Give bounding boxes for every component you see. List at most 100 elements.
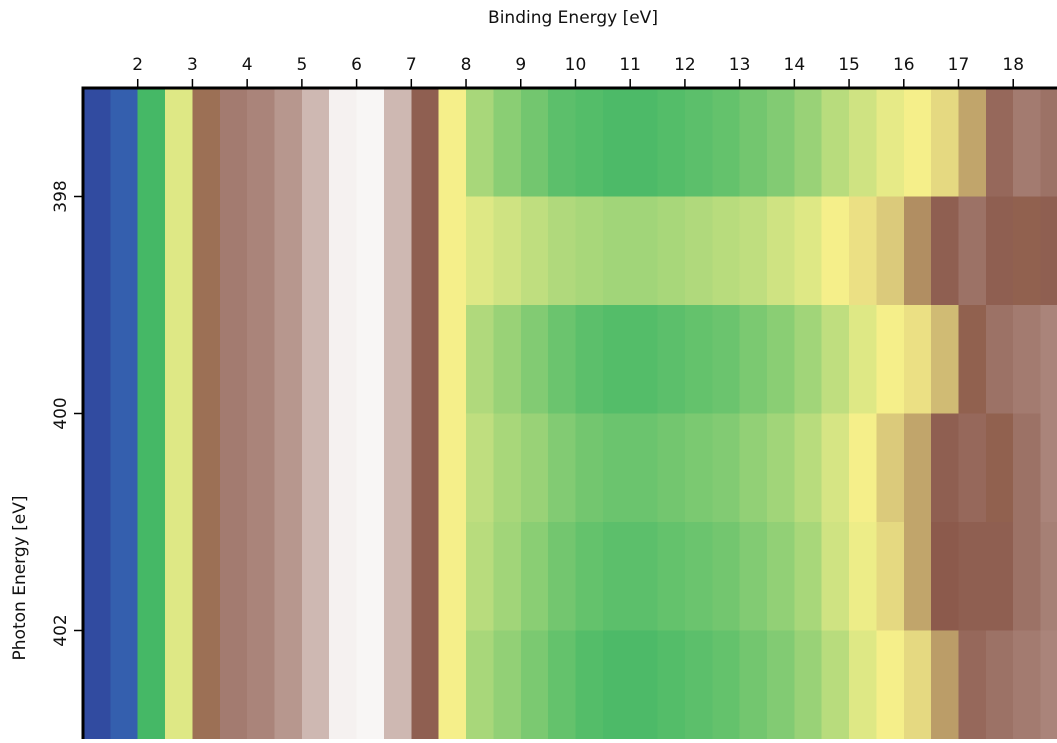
heatmap-cell bbox=[630, 88, 659, 198]
heatmap-cell bbox=[493, 413, 522, 523]
heatmap-cell bbox=[548, 196, 577, 306]
heatmap-cell bbox=[548, 413, 577, 523]
heatmap-cell bbox=[931, 630, 960, 739]
heatmap-cell bbox=[110, 413, 139, 523]
heatmap-cell bbox=[602, 522, 631, 632]
heatmap-cell bbox=[438, 522, 467, 632]
heatmap-cell bbox=[684, 630, 713, 739]
heatmap-cell bbox=[876, 305, 905, 415]
x-tick-label: 3 bbox=[187, 55, 198, 75]
heatmap-cell bbox=[849, 522, 878, 632]
heatmap-cell bbox=[712, 413, 741, 523]
x-tick-label: 18 bbox=[1002, 55, 1024, 75]
heatmap-cell bbox=[438, 305, 467, 415]
heatmap-cell bbox=[438, 413, 467, 523]
heatmap-cell bbox=[657, 305, 686, 415]
heatmap-cell bbox=[985, 413, 1014, 523]
heatmap-cell bbox=[1040, 88, 1057, 198]
heatmap-cell bbox=[83, 196, 111, 306]
heatmap-cell bbox=[794, 88, 823, 198]
x-tick-label: 10 bbox=[565, 55, 587, 75]
heatmap-cell bbox=[602, 196, 631, 306]
heatmap-cell bbox=[83, 413, 111, 523]
heatmap-cell bbox=[329, 413, 358, 523]
heatmap-cell bbox=[712, 522, 741, 632]
x-tick-label: 2 bbox=[132, 55, 143, 75]
heatmap-cell bbox=[548, 305, 577, 415]
heatmap-cell bbox=[931, 413, 960, 523]
heatmap-cell bbox=[356, 413, 385, 523]
heatmap-cell bbox=[821, 630, 850, 739]
heatmap-cell bbox=[602, 630, 631, 739]
heatmap-cell bbox=[903, 305, 932, 415]
heatmap-cell bbox=[739, 522, 768, 632]
heatmap-cell bbox=[466, 88, 494, 198]
x-tick-label: 7 bbox=[406, 55, 417, 75]
heatmap-cell bbox=[520, 522, 549, 632]
x-tick-label: 4 bbox=[242, 55, 253, 75]
heatmap-cell bbox=[684, 88, 713, 198]
heatmap-cell bbox=[684, 413, 713, 523]
heatmap-cell bbox=[110, 630, 139, 739]
heatmap-cell bbox=[821, 305, 850, 415]
heatmap-cell bbox=[794, 522, 823, 632]
heatmap-cell bbox=[192, 196, 221, 306]
heatmap-cell bbox=[411, 88, 440, 198]
heatmap-cell bbox=[356, 196, 385, 306]
heatmap-cell bbox=[958, 522, 987, 632]
heatmap-cell bbox=[1013, 522, 1042, 632]
heatmap-cell bbox=[684, 196, 713, 306]
x-tick-label: 11 bbox=[619, 55, 641, 75]
heatmap-cell bbox=[274, 305, 303, 415]
heatmap-cell bbox=[137, 196, 166, 306]
heatmap-cell bbox=[466, 522, 494, 632]
heatmap-cell bbox=[849, 305, 878, 415]
heatmap-cell bbox=[247, 88, 276, 198]
heatmap-cell bbox=[274, 88, 303, 198]
heatmap-cell bbox=[766, 630, 795, 739]
heatmap-cell bbox=[903, 413, 932, 523]
heatmap-cell bbox=[903, 88, 932, 198]
heatmap-cell bbox=[520, 88, 549, 198]
heatmap-cell bbox=[1040, 522, 1057, 632]
heatmap-cell bbox=[1013, 305, 1042, 415]
heatmap-cell bbox=[958, 196, 987, 306]
heatmap-cell bbox=[684, 522, 713, 632]
heatmap-cell bbox=[219, 88, 248, 198]
heatmap-cell bbox=[739, 413, 768, 523]
heatmap-cell bbox=[110, 196, 139, 306]
x-tick-label: 5 bbox=[296, 55, 307, 75]
heatmap-cell bbox=[849, 88, 878, 198]
heatmap-cell bbox=[849, 196, 878, 306]
heatmap-cell bbox=[110, 522, 139, 632]
heatmap-cell bbox=[438, 196, 467, 306]
heatmap-cell bbox=[383, 522, 412, 632]
heatmap-cell bbox=[274, 196, 303, 306]
heatmap-cell bbox=[192, 88, 221, 198]
heatmap-cell bbox=[301, 413, 330, 523]
heatmap-cell bbox=[219, 413, 248, 523]
heatmap-cell bbox=[739, 305, 768, 415]
heatmap-cell bbox=[766, 413, 795, 523]
heatmap-cell bbox=[903, 196, 932, 306]
heatmap-cell bbox=[821, 196, 850, 306]
heatmap-cell bbox=[83, 88, 111, 198]
heatmap-cell bbox=[192, 305, 221, 415]
heatmap-cell bbox=[411, 413, 440, 523]
heatmap-cell bbox=[602, 88, 631, 198]
heatmap-cell bbox=[383, 630, 412, 739]
heatmap-cell bbox=[466, 196, 494, 306]
heatmap-cell bbox=[165, 88, 194, 198]
heatmap-cell bbox=[849, 413, 878, 523]
heatmap-cell bbox=[985, 522, 1014, 632]
heatmap-cell bbox=[931, 305, 960, 415]
heatmap-cell bbox=[766, 522, 795, 632]
heatmap-cell bbox=[329, 196, 358, 306]
heatmap-cell bbox=[329, 88, 358, 198]
x-tick-label: 9 bbox=[515, 55, 526, 75]
x-axis-label: Binding Energy [eV] bbox=[488, 8, 658, 28]
heatmap-cell bbox=[575, 196, 604, 306]
y-tick-label: 402 bbox=[51, 614, 71, 646]
heatmap-cell bbox=[520, 196, 549, 306]
x-tick-label: 13 bbox=[729, 55, 751, 75]
